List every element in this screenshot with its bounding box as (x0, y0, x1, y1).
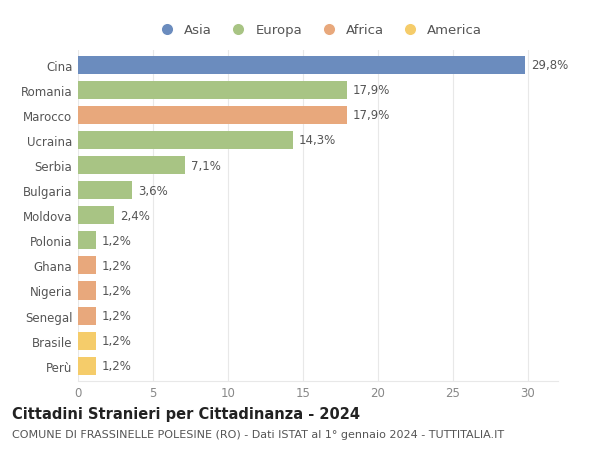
Text: COMUNE DI FRASSINELLE POLESINE (RO) - Dati ISTAT al 1° gennaio 2024 - TUTTITALIA: COMUNE DI FRASSINELLE POLESINE (RO) - Da… (12, 429, 504, 439)
Bar (78, 82, 347, 100)
Bar (78, 282, 96, 300)
Bar (78, 157, 185, 175)
Bar (78, 307, 96, 325)
Bar (78, 232, 96, 250)
Legend: Asia, Europa, Africa, America: Asia, Europa, Africa, America (154, 24, 482, 37)
Text: 1,2%: 1,2% (102, 309, 132, 322)
Bar (78, 207, 114, 225)
Text: 1,2%: 1,2% (102, 234, 132, 247)
Bar (78, 106, 347, 124)
Text: 1,2%: 1,2% (102, 259, 132, 272)
Text: 14,3%: 14,3% (299, 134, 336, 147)
Text: 2,4%: 2,4% (120, 209, 150, 222)
Text: 1,2%: 1,2% (102, 285, 132, 297)
Text: 29,8%: 29,8% (531, 59, 568, 72)
Text: 17,9%: 17,9% (352, 84, 390, 97)
Bar (78, 357, 96, 375)
Bar (78, 332, 96, 350)
Bar (78, 257, 96, 275)
Text: Cittadini Stranieri per Cittadinanza - 2024: Cittadini Stranieri per Cittadinanza - 2… (12, 406, 360, 421)
Text: 1,2%: 1,2% (102, 359, 132, 372)
Text: 1,2%: 1,2% (102, 335, 132, 347)
Bar (78, 132, 293, 150)
Bar (78, 182, 132, 200)
Text: 3,6%: 3,6% (138, 184, 168, 197)
Text: 17,9%: 17,9% (352, 109, 390, 122)
Bar (78, 56, 525, 74)
Text: 7,1%: 7,1% (191, 159, 220, 172)
